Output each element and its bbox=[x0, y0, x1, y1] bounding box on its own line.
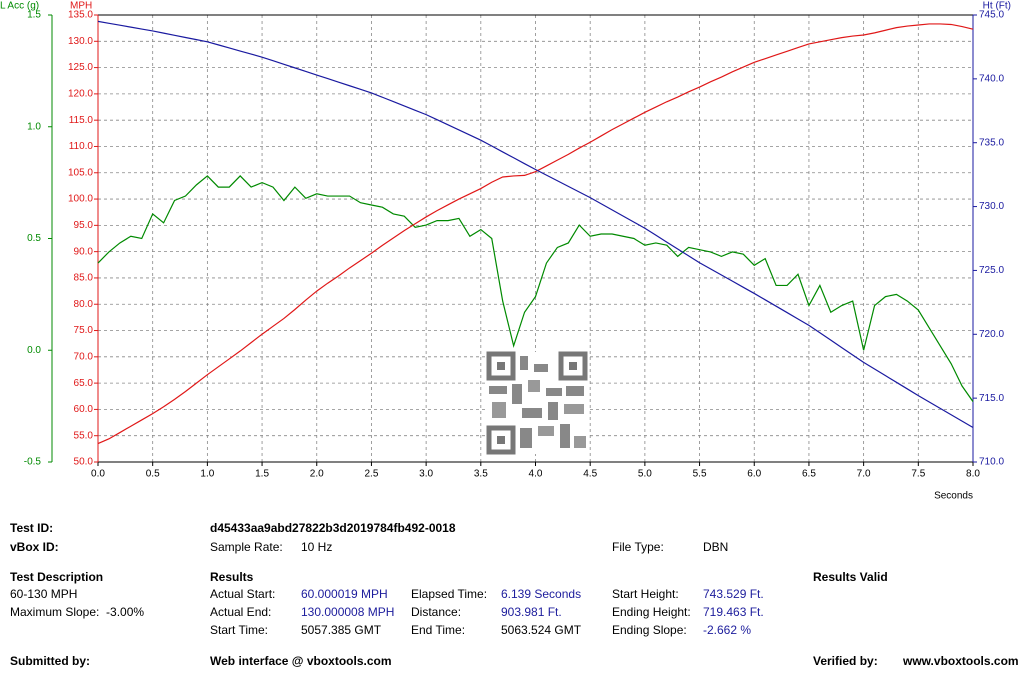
label: vBox ID: bbox=[10, 540, 59, 554]
y-tick-label: 100.0 bbox=[68, 194, 93, 205]
heading: Test Description bbox=[10, 570, 104, 584]
x-tick-label: 5.5 bbox=[693, 469, 707, 480]
label: Web interface @ vboxtools.com bbox=[210, 654, 392, 668]
y2-tick-label: 745.0 bbox=[979, 10, 1004, 21]
y2-tick-label: 740.0 bbox=[979, 73, 1004, 84]
x-tick-label: 4.5 bbox=[583, 469, 597, 480]
y-tick-label: 105.0 bbox=[68, 167, 93, 178]
x-tick-label: 0.5 bbox=[146, 469, 160, 480]
x-tick-label: 6.0 bbox=[747, 469, 761, 480]
y-tick-label: 75.0 bbox=[74, 325, 94, 336]
y-tick-label: 55.0 bbox=[74, 430, 94, 441]
x-tick-label: 3.0 bbox=[419, 469, 433, 480]
y3-axis-title: L Acc (g) bbox=[0, 1, 39, 12]
y-axis-title: MPH bbox=[70, 1, 92, 12]
x-tick-label: 8.0 bbox=[966, 469, 980, 480]
y-tick-label: 70.0 bbox=[74, 351, 94, 362]
y3-tick-label: 0.5 bbox=[27, 233, 41, 244]
heading: Results bbox=[210, 570, 254, 584]
label: Start Height: bbox=[612, 587, 679, 601]
y3-tick-label: 1.0 bbox=[27, 121, 41, 132]
label: Distance: bbox=[411, 605, 462, 619]
description: Maximum Slope: -3.00% bbox=[10, 605, 145, 619]
chart: L Acc (g) MPH Ht (Ft) Seconds 0.0 0.5 1.0 1… bbox=[0, 1, 1011, 500]
y-tick-label: 50.0 bbox=[74, 457, 94, 468]
x-tick-label: 0.0 bbox=[91, 469, 105, 480]
test-id: d45433aa9abd27822b3d2019784fb492-0018 bbox=[210, 521, 456, 535]
x-tick-label: 4.0 bbox=[529, 469, 543, 480]
value: 719.463 Ft. bbox=[703, 605, 764, 619]
label: File Type: bbox=[612, 540, 664, 554]
x-tick-label: 7.5 bbox=[911, 469, 925, 480]
y-tick-label: 90.0 bbox=[74, 246, 94, 257]
description: 60-130 MPH bbox=[10, 587, 78, 601]
x-tick-label: 2.5 bbox=[364, 469, 378, 480]
x-axis-title: Seconds bbox=[934, 491, 973, 500]
x-tick-label: 1.5 bbox=[255, 469, 269, 480]
label: Actual End: bbox=[210, 605, 272, 619]
y-tick-label: 85.0 bbox=[74, 273, 94, 284]
value: 10 Hz bbox=[301, 540, 333, 554]
y-tick-label: 115.0 bbox=[69, 115, 94, 126]
y2-axis-title: Ht (Ft) bbox=[983, 1, 1011, 12]
x-tick-label: 2.0 bbox=[310, 469, 324, 480]
data-line bbox=[97, 23, 974, 445]
y-tick-label: 95.0 bbox=[74, 220, 94, 231]
label: Actual Start: bbox=[210, 587, 276, 601]
x-tick-label: 7.0 bbox=[857, 469, 871, 480]
value: -2.662 % bbox=[703, 623, 752, 637]
label: Sample Rate: bbox=[210, 540, 283, 554]
y2-tick-label: 725.0 bbox=[979, 265, 1004, 276]
label: Ending Slope: bbox=[612, 623, 687, 637]
label: www.vboxtools.com bbox=[903, 654, 1019, 668]
label: Test ID: bbox=[10, 521, 54, 535]
y3-tick-label: 1.5 bbox=[27, 10, 41, 21]
y-tick-label: 110.0 bbox=[69, 141, 94, 152]
y2-tick-label: 720.0 bbox=[979, 329, 1004, 340]
y3-tick-label: 0.0 bbox=[27, 345, 41, 356]
value: DBN bbox=[703, 540, 729, 554]
label: End Time: bbox=[411, 623, 466, 637]
x-tick-label: 1.0 bbox=[200, 469, 214, 480]
x-tick-label: 3.5 bbox=[474, 469, 488, 480]
y-tick-label: 125.0 bbox=[68, 62, 93, 73]
y2-tick-label: 735.0 bbox=[979, 137, 1004, 148]
x-tick-label: 6.5 bbox=[802, 469, 816, 480]
value: 5057.385 GMT bbox=[301, 623, 382, 637]
heading: Results Valid bbox=[813, 570, 888, 584]
label: Start Time: bbox=[210, 623, 269, 637]
y2-tick-label: 710.0 bbox=[979, 457, 1004, 468]
value: 5063.524 GMT bbox=[501, 623, 582, 637]
data-line bbox=[97, 20, 974, 429]
y-tick-label: 60.0 bbox=[74, 404, 94, 415]
qr-code bbox=[486, 351, 588, 455]
value: 903.981 Ft. bbox=[501, 605, 562, 619]
y-tick-label: 80.0 bbox=[74, 299, 94, 310]
y2-tick-label: 715.0 bbox=[979, 393, 1004, 404]
y3-tick-label: -0.5 bbox=[24, 457, 42, 468]
data-line bbox=[97, 175, 974, 402]
value: 743.529 Ft. bbox=[703, 587, 764, 601]
value: 6.139 Seconds bbox=[501, 587, 582, 601]
value: 130.000008 MPH bbox=[301, 605, 395, 619]
x-tick-label: 5.0 bbox=[638, 469, 652, 480]
label: Submitted by: bbox=[10, 654, 90, 668]
y-tick-label: 130.0 bbox=[68, 36, 93, 47]
label: Ending Height: bbox=[612, 605, 691, 619]
y-tick-label: 135.0 bbox=[68, 10, 93, 21]
y-tick-label: 65.0 bbox=[74, 378, 94, 389]
label: Elapsed Time: bbox=[411, 587, 488, 601]
y2-tick-label: 730.0 bbox=[979, 201, 1004, 212]
value: 60.000019 MPH bbox=[301, 587, 388, 601]
label: Verified by: bbox=[813, 654, 878, 668]
y-tick-label: 120.0 bbox=[68, 89, 93, 100]
